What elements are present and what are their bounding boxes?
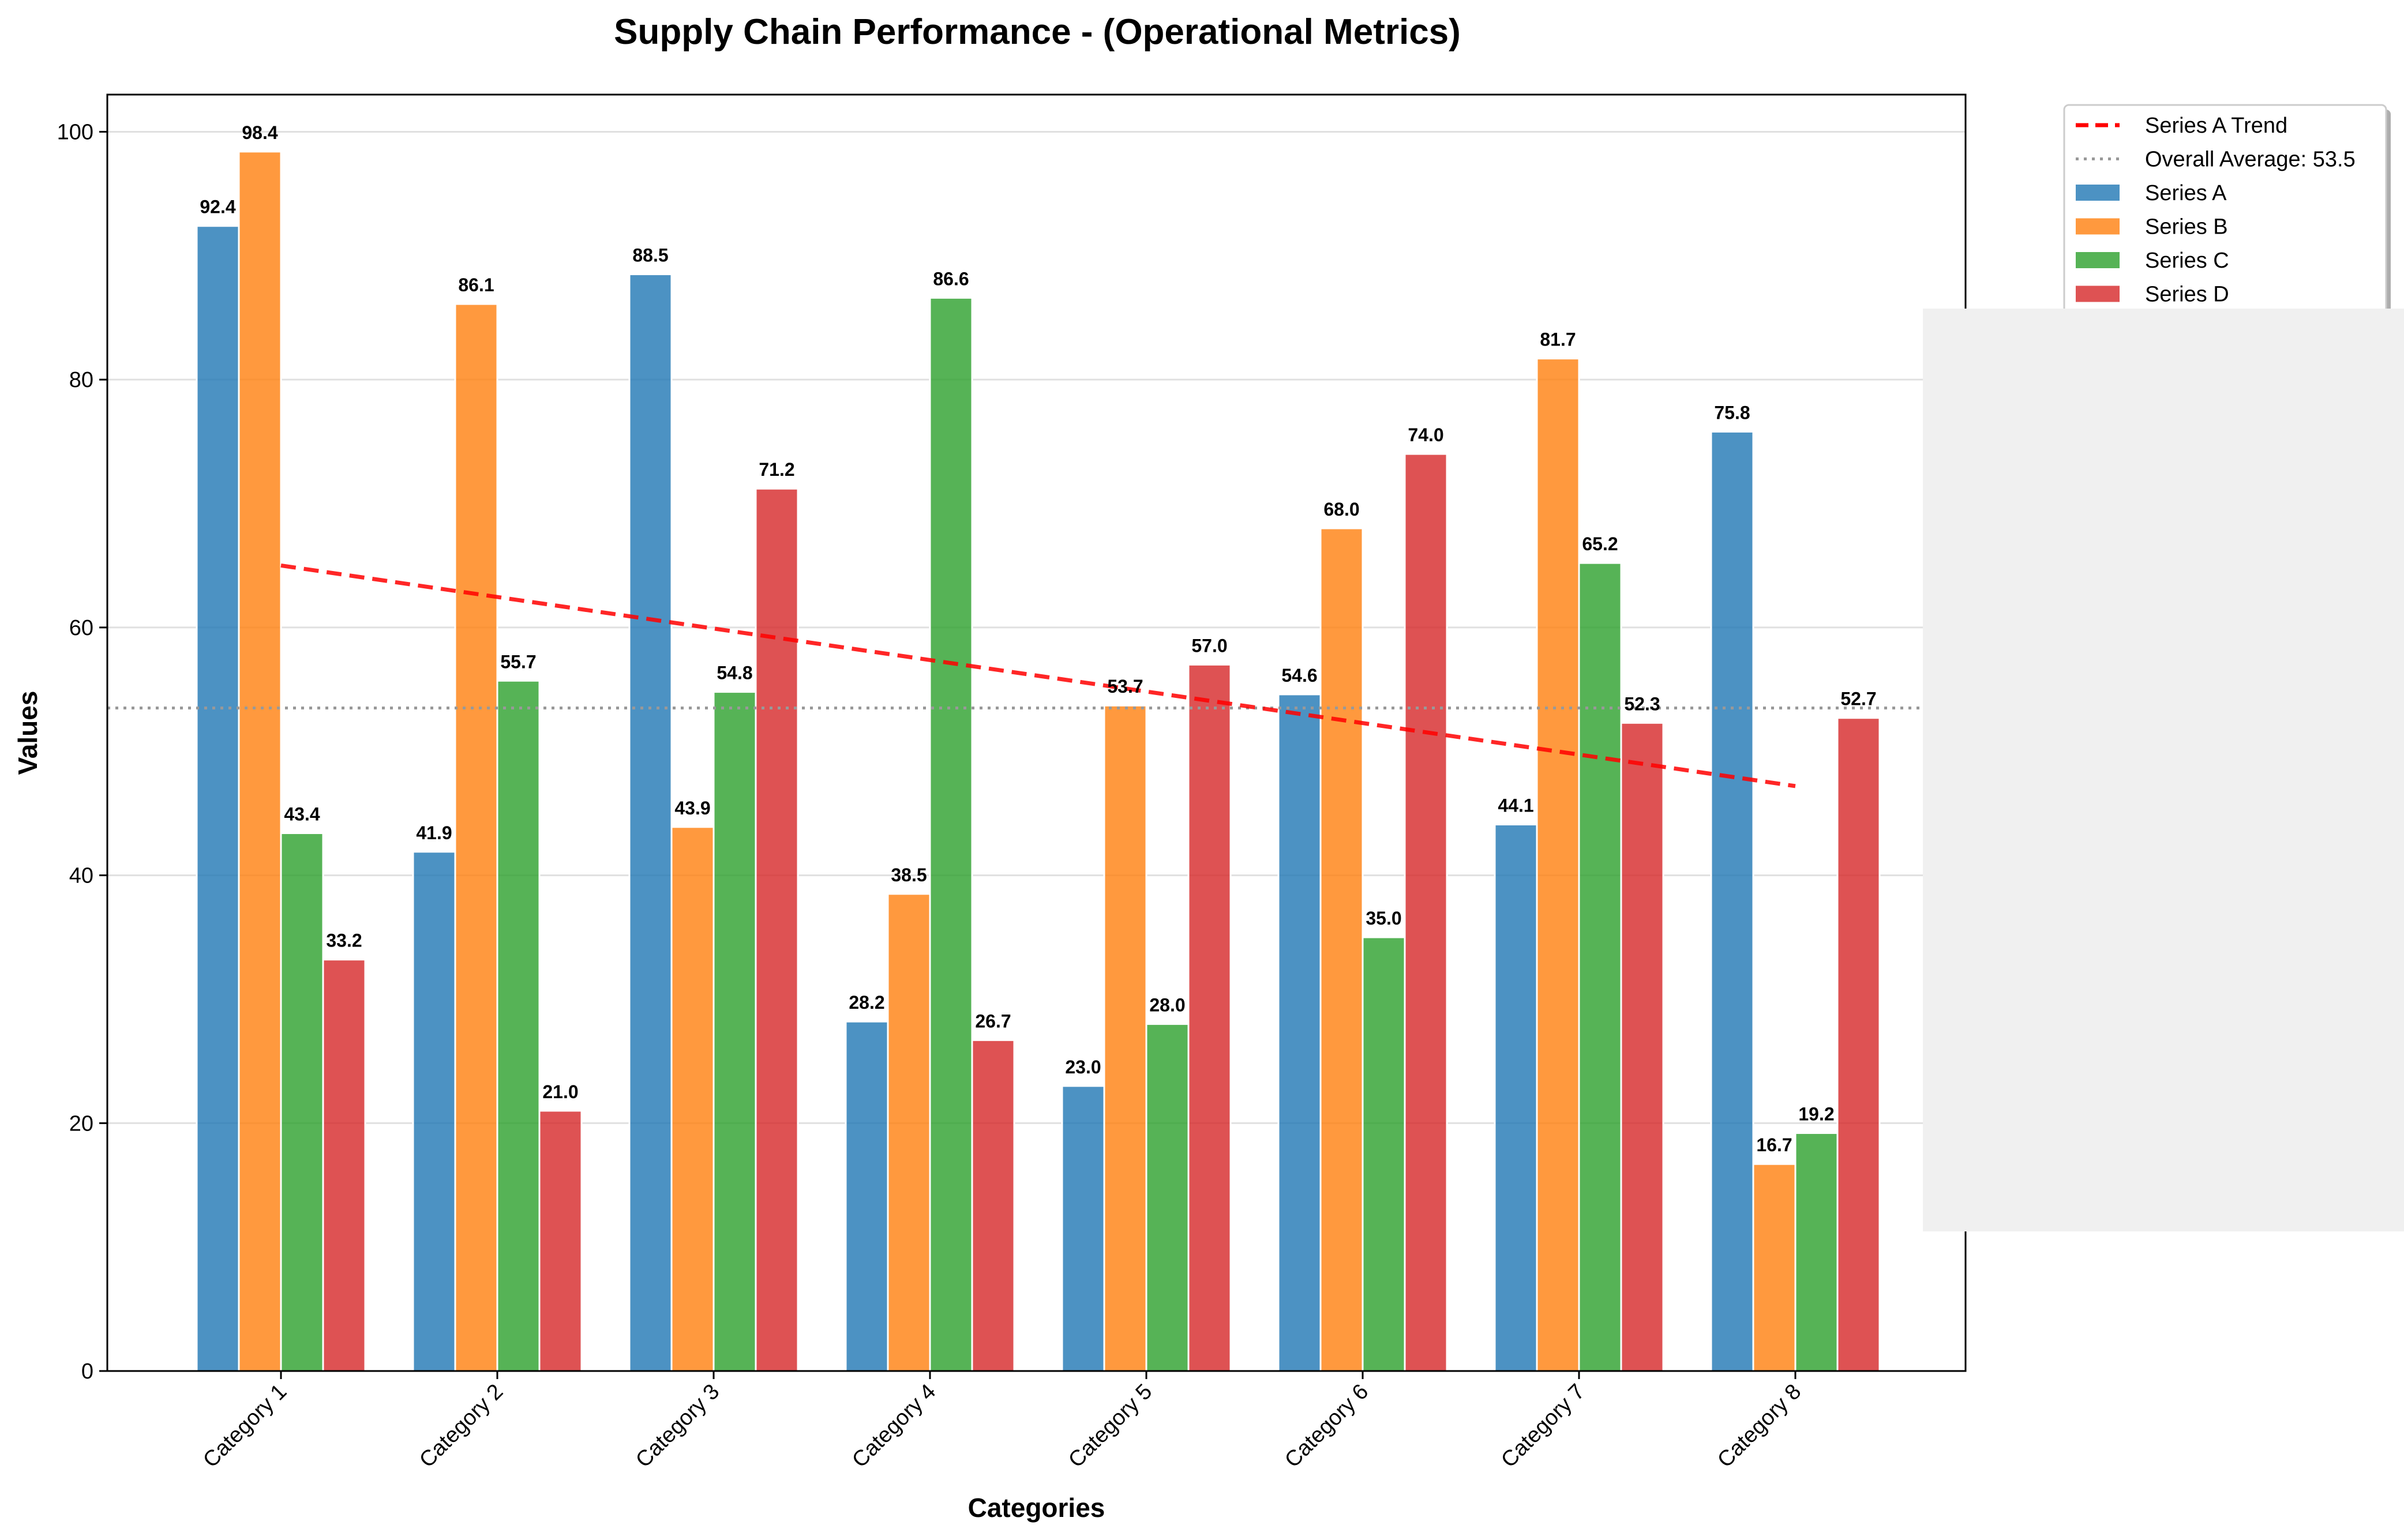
bar-series-b bbox=[887, 893, 931, 1372]
bar-series-c bbox=[1362, 936, 1406, 1372]
data-label: 86.6 bbox=[933, 268, 969, 289]
y-tick-label: 20 bbox=[69, 1111, 93, 1136]
data-label: 71.2 bbox=[759, 459, 794, 480]
bar-series-d bbox=[1836, 717, 1881, 1372]
data-label: 35.0 bbox=[1366, 908, 1401, 929]
bar-series-a bbox=[1494, 823, 1538, 1372]
data-label: 43.4 bbox=[284, 804, 320, 825]
bar-series-b bbox=[1536, 358, 1580, 1372]
bar-series-d bbox=[755, 487, 799, 1372]
bar-series-b bbox=[238, 151, 282, 1372]
data-label: 65.2 bbox=[1582, 534, 1618, 554]
data-label: 26.7 bbox=[975, 1011, 1011, 1031]
data-label: 98.4 bbox=[242, 122, 277, 143]
data-label: 43.9 bbox=[674, 798, 710, 818]
bar-series-a bbox=[1061, 1085, 1105, 1372]
data-label: 52.3 bbox=[1624, 693, 1660, 714]
data-label: 28.0 bbox=[1149, 994, 1185, 1015]
bar-series-b bbox=[1103, 704, 1147, 1372]
bar-series-c bbox=[929, 296, 973, 1372]
data-labels: 92.4 98.4 43.4 33.2 41.9 86.1 55.7 21.0 88.5 43.9… bbox=[200, 122, 1876, 1155]
bar-series-c bbox=[1578, 562, 1622, 1372]
bar-series-a bbox=[628, 273, 673, 1372]
data-label: 81.7 bbox=[1540, 329, 1576, 350]
bar-series-b bbox=[670, 826, 715, 1372]
chart-title: Supply Chain Performance - (Operational … bbox=[614, 12, 1461, 52]
bar-series-d bbox=[1187, 663, 1232, 1372]
data-label: 75.8 bbox=[1714, 402, 1750, 423]
x-axis-label: Categories bbox=[968, 1493, 1105, 1523]
legend-entry-label: Series D bbox=[2145, 283, 2229, 307]
bar-series-b bbox=[1319, 527, 1364, 1372]
y-tick-label: 100 bbox=[57, 120, 93, 144]
bar-series-a bbox=[1710, 430, 1754, 1372]
y-tick-label: 60 bbox=[69, 616, 93, 640]
legend-entry-label: Series B bbox=[2145, 215, 2228, 239]
bar-series-a bbox=[1277, 693, 1322, 1372]
bar-series-d bbox=[538, 1110, 583, 1372]
legend-entry-label: Series C bbox=[2145, 249, 2229, 273]
y-tick-label: 40 bbox=[69, 864, 93, 888]
gray-overlay-panel bbox=[1923, 309, 2404, 1231]
legend-swatch-series-d bbox=[2076, 286, 2120, 302]
bar-series-b bbox=[454, 303, 498, 1372]
y-axis-label: Values bbox=[13, 691, 43, 775]
data-label: 54.8 bbox=[717, 663, 752, 683]
bar-series-c bbox=[712, 691, 757, 1372]
bar-series-d bbox=[1620, 722, 1664, 1372]
legend: Series A Trend Overall Average: 53.5 Serie… bbox=[2063, 104, 2391, 317]
data-label: 38.5 bbox=[891, 865, 927, 885]
y-tick-label: 80 bbox=[69, 368, 93, 392]
data-label: 57.0 bbox=[1191, 635, 1227, 656]
bar-series-d bbox=[1404, 453, 1448, 1372]
data-label: 44.1 bbox=[1498, 795, 1533, 816]
legend-entry-label: Series A Trend bbox=[2145, 114, 2287, 138]
data-label: 74.0 bbox=[1408, 425, 1443, 445]
legend-entry-label: Overall Average: 53.5 bbox=[2145, 148, 2356, 172]
bar-series-c bbox=[1145, 1023, 1190, 1372]
data-label: 19.2 bbox=[1798, 1103, 1834, 1124]
data-label: 88.5 bbox=[632, 245, 668, 266]
data-label: 54.6 bbox=[1281, 665, 1317, 686]
bar-series-c bbox=[280, 832, 324, 1372]
data-label: 16.7 bbox=[1756, 1135, 1792, 1155]
data-label: 92.4 bbox=[200, 197, 235, 217]
bar-series-c bbox=[496, 679, 541, 1372]
data-label: 28.2 bbox=[849, 992, 884, 1013]
legend-swatch-series-b bbox=[2076, 218, 2120, 235]
data-label: 68.0 bbox=[1323, 499, 1359, 520]
data-label: 55.7 bbox=[500, 651, 536, 672]
y-tick-label: 0 bbox=[81, 1359, 93, 1384]
bar-series-b bbox=[1752, 1163, 1797, 1372]
legend-entry-label: Series A bbox=[2145, 181, 2227, 205]
data-label: 86.1 bbox=[458, 275, 494, 295]
bar-series-a bbox=[412, 851, 456, 1372]
data-label: 53.7 bbox=[1107, 676, 1143, 697]
legend-swatch-series-c bbox=[2076, 252, 2120, 268]
bar-series-d bbox=[322, 959, 366, 1372]
legend-swatch-series-a bbox=[2076, 185, 2120, 201]
bar-series-a bbox=[845, 1020, 889, 1372]
bar-series-c bbox=[1794, 1132, 1839, 1372]
bar-series-a bbox=[196, 225, 240, 1372]
data-label: 21.0 bbox=[542, 1081, 578, 1102]
reference-lines bbox=[107, 563, 1966, 788]
data-label: 52.7 bbox=[1840, 689, 1876, 709]
bar-series-d bbox=[971, 1039, 1015, 1372]
data-label: 41.9 bbox=[416, 822, 452, 843]
data-label: 23.0 bbox=[1065, 1057, 1101, 1077]
series-a-trend-line bbox=[280, 563, 1796, 788]
data-label: 33.2 bbox=[326, 930, 362, 951]
